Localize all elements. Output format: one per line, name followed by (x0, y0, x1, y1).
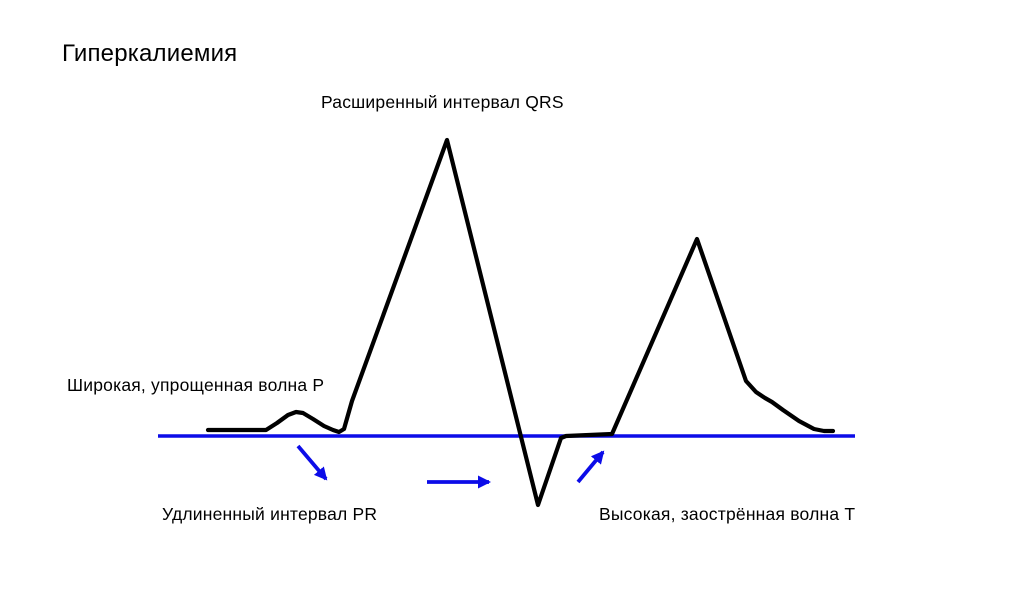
p-wave-label: Широкая, упрощенная волна P (67, 375, 325, 395)
pr-interval-arrow-icon (296, 444, 328, 481)
qrs-interval-label: Расширенный интервал QRS (321, 92, 564, 112)
t-wave-arrow-icon (576, 450, 605, 484)
pr-interval-label: Удлиненный интервал PR (162, 504, 378, 524)
t-wave-label: Высокая, заострённая волна T (599, 504, 856, 524)
ecg-trace (205, 137, 836, 508)
diagram-title: Гиперкалиемия (62, 40, 238, 67)
